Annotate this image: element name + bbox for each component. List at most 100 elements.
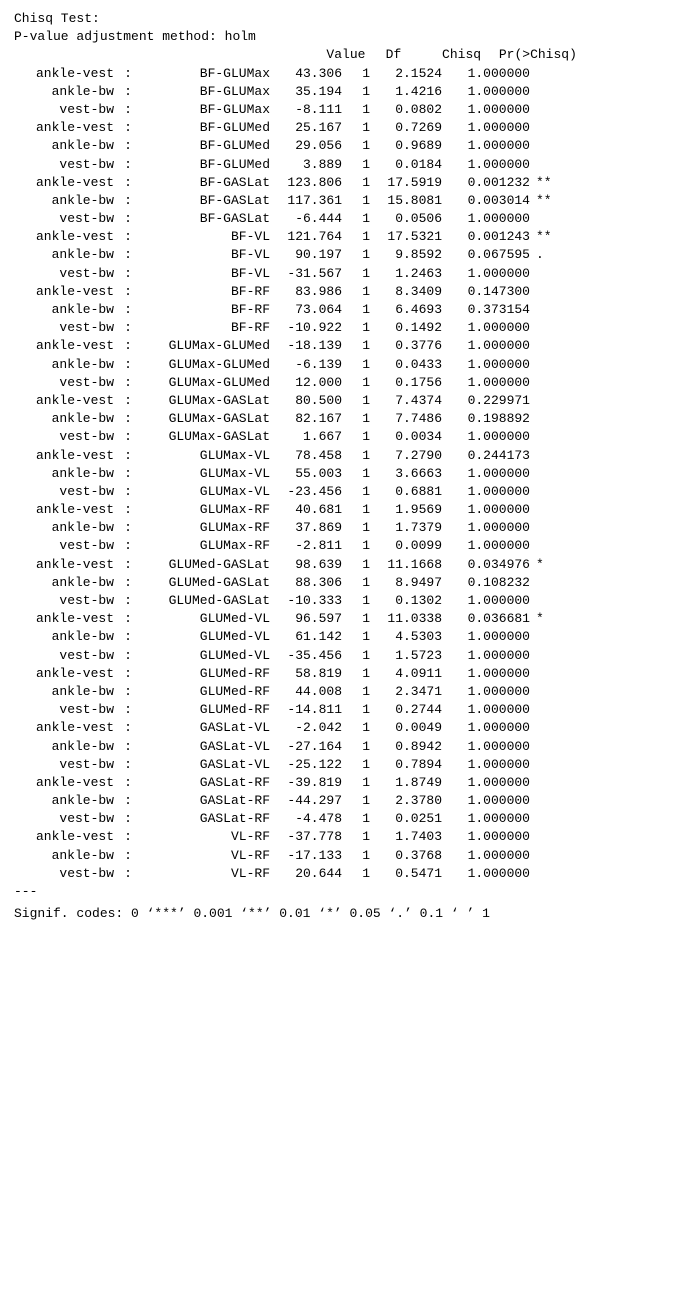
cell-value: -17.133	[270, 847, 342, 865]
colhdr-p: Pr(>Chisq)	[489, 46, 577, 64]
cell-value: -18.139	[270, 337, 342, 355]
cell-chisq: 0.0184	[370, 156, 442, 174]
cell-value: -35.456	[270, 647, 342, 665]
cell-chisq: 0.1302	[370, 592, 442, 610]
cell-df: 1	[342, 865, 370, 883]
signif-codes-line: Signif. codes: 0 ‘***’ 0.001 ‘**’ 0.01 ‘…	[14, 905, 682, 923]
cell-chisq: 7.4374	[370, 392, 442, 410]
cell-contrast: ankle-bw	[14, 738, 114, 756]
cell-chisq: 17.5321	[370, 228, 442, 246]
cell-muscle-pair: GLUMed-GASLat	[142, 592, 270, 610]
cell-p: 1.000000	[442, 119, 530, 137]
table-row: ankle-bw:GLUMax-VL55.00313.66631.000000	[14, 465, 682, 483]
cell-p: 1.000000	[442, 319, 530, 337]
cell-contrast: ankle-bw	[14, 465, 114, 483]
cell-df: 1	[342, 501, 370, 519]
cell-contrast: ankle-vest	[14, 65, 114, 83]
cell-chisq: 0.0099	[370, 537, 442, 555]
cell-df: 1	[342, 392, 370, 410]
cell-muscle-pair: GLUMax-RF	[142, 537, 270, 555]
cell-separator: :	[114, 228, 142, 246]
cell-muscle-pair: GLUMax-RF	[142, 519, 270, 537]
cell-p: 0.108232	[442, 574, 530, 592]
cell-p: 0.244173	[442, 447, 530, 465]
cell-contrast: vest-bw	[14, 701, 114, 719]
table-row: ankle-bw:GLUMax-RF37.86911.73791.000000	[14, 519, 682, 537]
cell-contrast: vest-bw	[14, 319, 114, 337]
header-line2-label: P-value adjustment method:	[14, 29, 225, 44]
cell-value: -37.778	[270, 828, 342, 846]
cell-muscle-pair: GASLat-RF	[142, 810, 270, 828]
table-row: ankle-bw:GLUMax-GASLat82.16717.74860.198…	[14, 410, 682, 428]
cell-chisq: 11.0338	[370, 610, 442, 628]
table-row: vest-bw:BF-GLUMax-8.11110.08021.000000	[14, 101, 682, 119]
cell-separator: :	[114, 774, 142, 792]
cell-value: -6.139	[270, 356, 342, 374]
cell-value: -14.811	[270, 701, 342, 719]
cell-contrast: ankle-bw	[14, 519, 114, 537]
cell-contrast: ankle-bw	[14, 83, 114, 101]
cell-chisq: 1.9569	[370, 501, 442, 519]
cell-chisq: 17.5919	[370, 174, 442, 192]
table-row: vest-bw:BF-GLUMed3.88910.01841.000000	[14, 156, 682, 174]
table-row: ankle-bw:GLUMax-GLUMed-6.13910.04331.000…	[14, 356, 682, 374]
cell-contrast: vest-bw	[14, 537, 114, 555]
header-line2-method: holm	[225, 29, 256, 44]
cell-contrast: ankle-vest	[14, 556, 114, 574]
cell-chisq: 11.1668	[370, 556, 442, 574]
cell-muscle-pair: GLUMax-VL	[142, 447, 270, 465]
cell-chisq: 0.6881	[370, 483, 442, 501]
cell-value: 40.681	[270, 501, 342, 519]
table-row: vest-bw:BF-VL-31.56711.24631.000000	[14, 265, 682, 283]
cell-df: 1	[342, 283, 370, 301]
cell-p: 1.000000	[442, 374, 530, 392]
cell-separator: :	[114, 610, 142, 628]
cell-p: 1.000000	[442, 828, 530, 846]
cell-contrast: vest-bw	[14, 647, 114, 665]
table-row: ankle-vest:BF-GLUMed25.16710.72691.00000…	[14, 119, 682, 137]
cell-df: 1	[342, 101, 370, 119]
cell-value: 117.361	[270, 192, 342, 210]
cell-sig: **	[530, 192, 564, 210]
cell-separator: :	[114, 828, 142, 846]
cell-separator: :	[114, 65, 142, 83]
cell-separator: :	[114, 447, 142, 465]
cell-separator: :	[114, 628, 142, 646]
cell-chisq: 0.8942	[370, 738, 442, 756]
cell-muscle-pair: GASLat-VL	[142, 756, 270, 774]
cell-separator: :	[114, 738, 142, 756]
cell-contrast: ankle-bw	[14, 410, 114, 428]
cell-df: 1	[342, 137, 370, 155]
cell-df: 1	[342, 228, 370, 246]
cell-contrast: ankle-bw	[14, 356, 114, 374]
table-row: ankle-vest:BF-RF83.98618.34090.147300	[14, 283, 682, 301]
cell-df: 1	[342, 246, 370, 264]
cell-contrast: ankle-bw	[14, 246, 114, 264]
cell-separator: :	[114, 428, 142, 446]
cell-p: 1.000000	[442, 65, 530, 83]
cell-contrast: ankle-vest	[14, 228, 114, 246]
signif-label: Signif. codes:	[14, 906, 131, 921]
cell-chisq: 1.7379	[370, 519, 442, 537]
cell-value: -6.444	[270, 210, 342, 228]
table-row: ankle-vest:GLUMed-VL96.597111.03380.0366…	[14, 610, 682, 628]
cell-separator: :	[114, 665, 142, 683]
cell-df: 1	[342, 428, 370, 446]
cell-df: 1	[342, 192, 370, 210]
cell-chisq: 0.7269	[370, 119, 442, 137]
cell-p: 1.000000	[442, 756, 530, 774]
cell-muscle-pair: GLUMed-GASLat	[142, 556, 270, 574]
cell-separator: :	[114, 265, 142, 283]
cell-chisq: 15.8081	[370, 192, 442, 210]
cell-chisq: 3.6663	[370, 465, 442, 483]
cell-separator: :	[114, 865, 142, 883]
cell-value: 73.064	[270, 301, 342, 319]
cell-muscle-pair: BF-GLUMax	[142, 65, 270, 83]
table-row: ankle-bw:BF-GLUMax35.19411.42161.000000	[14, 83, 682, 101]
cell-df: 1	[342, 156, 370, 174]
cell-contrast: ankle-vest	[14, 392, 114, 410]
table-row: ankle-vest:BF-GASLat123.806117.59190.001…	[14, 174, 682, 192]
cell-muscle-pair: GLUMed-GASLat	[142, 574, 270, 592]
cell-muscle-pair: BF-VL	[142, 265, 270, 283]
header-line1: Chisq Test:	[14, 10, 682, 28]
